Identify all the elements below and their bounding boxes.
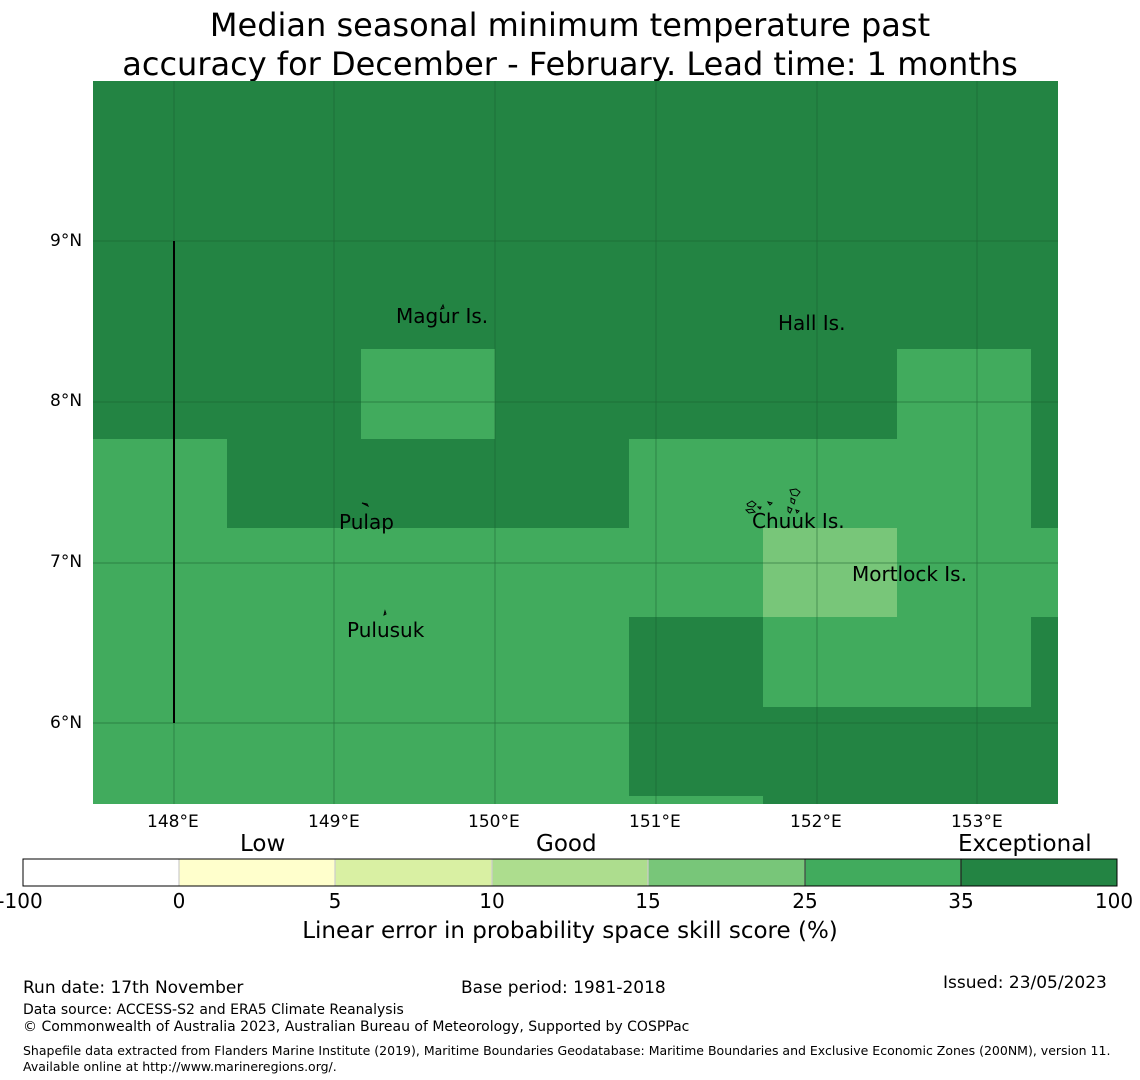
colorbar-tick: 0: [172, 889, 186, 913]
data-source: Data source: ACCESS-S2 and ERA5 Climate …: [23, 1002, 404, 1018]
category-low: Low: [240, 831, 286, 857]
colorbar-frame: [22, 858, 1118, 887]
chart-title-line1: Median seasonal minimum temperature past: [209, 6, 931, 44]
map-cell-good: [763, 617, 1031, 707]
lat-tick: 6°N: [50, 713, 83, 733]
lat-tick: 7°N: [50, 552, 83, 572]
place-label-mortlock: Mortlock Is.: [852, 562, 967, 586]
colorbar-bin-6: [805, 859, 961, 886]
place-label-pulap: Pulap: [339, 510, 394, 534]
lon-tick: 150°E: [468, 812, 520, 832]
colorbar-tick: 5: [328, 889, 342, 913]
lat-tick: 9°N: [50, 231, 83, 251]
colorbar-bin-4: [492, 859, 648, 886]
colorbar-tick: 100: [1094, 889, 1134, 913]
colorbar: [22, 858, 1118, 887]
lon-tick: 153°E: [951, 812, 1003, 832]
copyright: © Commonwealth of Australia 2023, Austra…: [23, 1019, 690, 1035]
colorbar-label: Linear error in probability space skill …: [302, 918, 838, 944]
colorbar-tick: 15: [635, 889, 661, 913]
category-exceptional: Exceptional: [958, 831, 1092, 857]
issued-date: Issued: 23/05/2023: [943, 973, 1107, 993]
run-date: Run date: 17th November: [23, 978, 244, 998]
map-cell-good: [629, 439, 1031, 528]
lat-tick: 8°N: [50, 391, 83, 411]
lon-tick: 152°E: [790, 812, 842, 832]
colorbar-bin-1: [23, 859, 179, 886]
map-gridlines: [93, 81, 1058, 804]
map-cell-good-low: [763, 528, 897, 617]
category-good: Good: [536, 831, 597, 857]
place-label-hall: Hall Is.: [778, 311, 845, 335]
colorbar-tick: 25: [792, 889, 818, 913]
place-label-magur: Magur Is.: [396, 304, 488, 328]
chart-title-line2: accuracy for December - February. Lead t…: [122, 45, 1018, 83]
map-cell-good: [93, 528, 1058, 617]
map-cell-good: [361, 349, 495, 439]
place-label-pulusuk: Pulusuk: [347, 618, 425, 642]
colorbar-tick: -100: [0, 889, 43, 913]
island-shapes: [361, 303, 801, 616]
lon-tick: 151°E: [629, 812, 681, 832]
map-cell-good: [93, 617, 629, 804]
base-period: Base period: 1981-2018: [461, 978, 666, 998]
colorbar-bin-2: [179, 859, 335, 886]
colorbar-bin-5: [648, 859, 805, 886]
colorbar-bin-3: [335, 859, 492, 886]
colorbar-tick: 35: [948, 889, 974, 913]
map-cell-good: [629, 796, 763, 804]
map-cell-good: [93, 439, 227, 528]
place-label-chuuk: Chuuk Is.: [752, 509, 845, 533]
lon-tick: 149°E: [308, 812, 360, 832]
shapefile-credit: Shapefile data extracted from Flanders M…: [23, 1043, 1111, 1074]
lon-tick: 148°E: [147, 812, 199, 832]
colorbar-tick: 10: [479, 889, 505, 913]
colorbar-bin-7: [961, 859, 1117, 886]
